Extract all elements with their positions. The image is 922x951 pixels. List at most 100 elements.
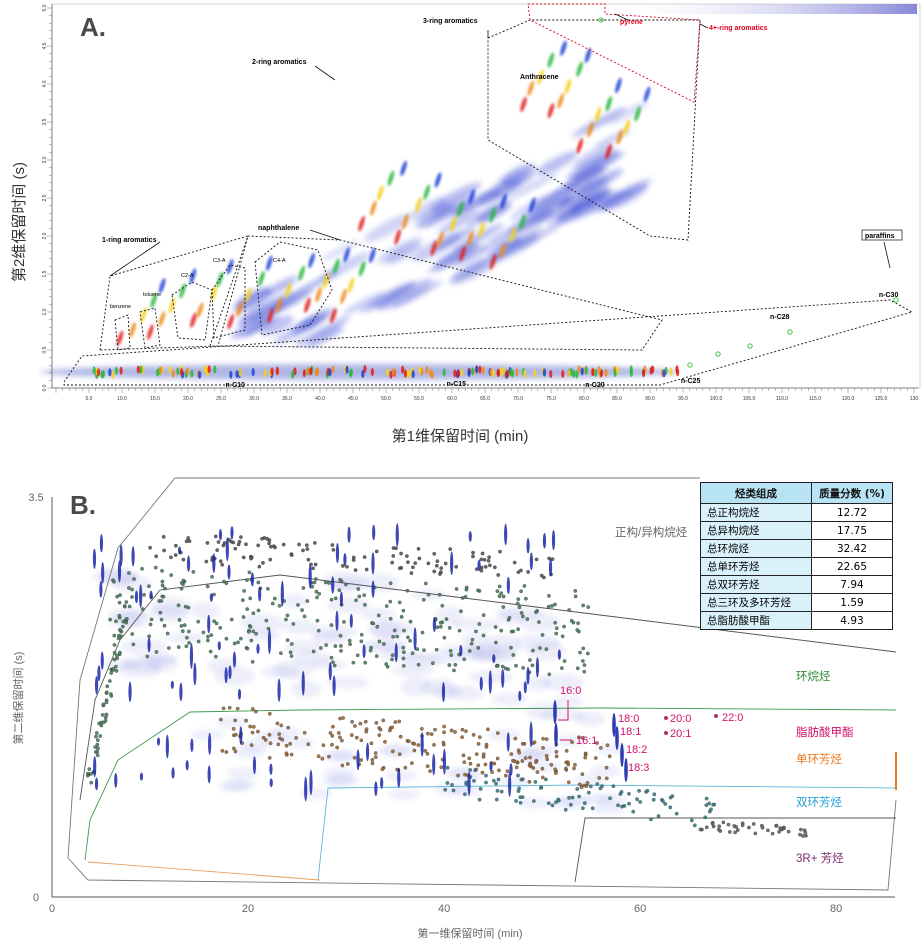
alkane-label: n-C15 bbox=[447, 381, 467, 388]
region-c3a bbox=[211, 264, 246, 339]
y-tick-label-a: 3.0 bbox=[42, 156, 48, 163]
y-tick-label-a: 0.5 bbox=[42, 346, 48, 353]
label-paraffins-b: 正构/异构烷烃 bbox=[615, 525, 688, 539]
table-header-name: 烃类组成 bbox=[700, 482, 812, 504]
x-tick-label-a: 55.0 bbox=[414, 396, 424, 402]
table-row: 总脂肪酸甲酯 4.93 bbox=[700, 611, 893, 630]
row-value: 4.93 bbox=[811, 611, 893, 630]
axes-a: 5.0 10.0 15.0 20.0 25.0 30.0 35.0 40.0 45.0 50.0 5… bbox=[42, 4, 918, 402]
chart-a: 3-ring aromatics pyrene 4+-ring aromatic… bbox=[10, 3, 921, 445]
row-value: 22.65 bbox=[811, 557, 893, 576]
x-tick-label-a: 105.0 bbox=[743, 396, 756, 402]
row-value: 17.75 bbox=[811, 521, 893, 540]
label-cycloalkanes: 环烷烃 bbox=[796, 669, 831, 683]
outline-cycloalkanes bbox=[84, 707, 897, 861]
x-tick-label-a: 45.0 bbox=[348, 396, 358, 402]
x-tick-label-a: 120.0 bbox=[842, 396, 855, 402]
fame-18-0: 18:0 bbox=[618, 713, 639, 725]
region-labels-b: 正构/异构烷烃 环烷烃 脂肪酸甲酯 单环芳烃 双环芳烃 3R+ 芳烃 bbox=[615, 525, 854, 865]
row-value: 7.94 bbox=[811, 575, 893, 594]
outline-bottom bbox=[67, 799, 897, 891]
region-paraffins bbox=[63, 299, 914, 386]
callout-lines-a bbox=[109, 13, 891, 277]
label-paraffins: paraffins bbox=[865, 233, 895, 240]
x-tick-label-a: 85.0 bbox=[612, 396, 622, 402]
table-row: 总异构烷烃 17.75 bbox=[700, 521, 893, 540]
x-axis-title-a: 第1维保留时间 (min) bbox=[392, 427, 529, 445]
label-pyrene: pyrene bbox=[620, 19, 643, 26]
y-tick-label-b: 3.5 bbox=[28, 492, 43, 504]
row-name: 总三环及多环芳烃 bbox=[700, 593, 812, 612]
panel-label-a: A. bbox=[80, 12, 106, 42]
y-tick-label-a: 2.0 bbox=[42, 232, 48, 239]
row-name: 总正构烷烃 bbox=[700, 503, 812, 522]
table-row: 总环烷烃 32.42 bbox=[700, 539, 893, 558]
region-toluene bbox=[139, 307, 161, 349]
table-row: 总正构烷烃 12.72 bbox=[700, 503, 893, 522]
region-4-ring bbox=[527, 3, 701, 103]
panel-b: 16:0 16:1 18:0 18:1 18:2 18:3 20:0 20:1 … bbox=[0, 470, 922, 946]
peak-layer-b bbox=[92, 523, 718, 802]
alkane-label: n-C28 bbox=[770, 314, 790, 321]
x-tick-label-b: 40 bbox=[438, 903, 450, 915]
x-tick-label-b: 20 bbox=[242, 903, 254, 915]
table-header-value: 质量分数 (%) bbox=[811, 482, 893, 504]
x-axis-title-b: 第一维保留时间 (min) bbox=[417, 926, 522, 940]
x-tick-label-a: 15.0 bbox=[150, 396, 160, 402]
x-tick-label-a: 65.0 bbox=[480, 396, 490, 402]
chart-b: 16:0 16:1 18:0 18:1 18:2 18:3 20:0 20:1 … bbox=[11, 477, 897, 940]
alkane-label: n-C20 bbox=[585, 382, 605, 389]
row-name: 总单环芳烃 bbox=[700, 557, 812, 576]
axes-b: 0 20 40 60 80 0 3.5 bbox=[28, 492, 895, 915]
alkane-label: n-C10 bbox=[226, 382, 246, 389]
row-name: 总异构烷烃 bbox=[700, 521, 812, 540]
y-tick-label-a: 2.5 bbox=[42, 194, 48, 201]
label-toluene: toluene bbox=[143, 292, 161, 298]
row-name: 总双环芳烃 bbox=[700, 575, 812, 594]
x-tick-label-a: 25.0 bbox=[216, 396, 226, 402]
top-band bbox=[605, 4, 917, 14]
label-mono-aromatics: 单环芳烃 bbox=[796, 752, 842, 766]
x-tick-label-b: 60 bbox=[634, 903, 646, 915]
y-axis-title-a: 第2维保留时间 (s) bbox=[10, 162, 28, 282]
y-tick-label-a: 0.0 bbox=[42, 384, 48, 391]
x-tick-label-a: 100.0 bbox=[710, 396, 723, 402]
y-axis-title-b: 第二维保留时间 (s) bbox=[11, 652, 25, 745]
table-header-row: 烃类组成 质量分数 (%) bbox=[700, 482, 893, 504]
fame-16-1: 16:1 bbox=[576, 735, 597, 747]
table-row: 总三环及多环芳烃 1.59 bbox=[700, 593, 893, 612]
region-benzene bbox=[114, 314, 131, 351]
x-tick-label-a: 35.0 bbox=[282, 396, 292, 402]
alkane-label: n-C30 bbox=[879, 292, 899, 299]
label-3-ring: 3-ring aromatics bbox=[423, 18, 478, 25]
region-outlines-b bbox=[67, 477, 897, 891]
y-tick-label-a: 4.0 bbox=[42, 80, 48, 87]
label-3r-aromatics: 3R+ 芳烃 bbox=[796, 851, 844, 865]
label-c3a: C3-A bbox=[213, 258, 226, 264]
fame-labels: 16:0 16:1 18:0 18:1 18:2 18:3 20:0 20:1 … bbox=[558, 685, 743, 774]
region-outlines-a bbox=[63, 3, 914, 386]
outline-diaromatics bbox=[317, 784, 897, 881]
x-tick-label-a: 125.0 bbox=[875, 396, 888, 402]
label-c4a: C4-A bbox=[273, 258, 286, 264]
x-tick-label-a: 30.0 bbox=[249, 396, 259, 402]
fame-22-0: 22:0 bbox=[722, 712, 743, 724]
y-tick-label-a: 3.5 bbox=[42, 118, 48, 125]
row-value: 32.42 bbox=[811, 539, 893, 558]
row-name: 总环烷烃 bbox=[700, 539, 812, 558]
fame-18-2: 18:2 bbox=[626, 744, 647, 756]
alkane-labels-a: n-C10 n-C15 n-C20 n-C25 n-C28 n-C30 bbox=[226, 292, 899, 389]
x-tick-label-a: 70.0 bbox=[513, 396, 523, 402]
outline-mono-base bbox=[87, 861, 321, 881]
x-tick-label-a: 10.0 bbox=[117, 396, 127, 402]
y-tick-label-b: 0 bbox=[33, 892, 39, 904]
peak-layer-a bbox=[92, 17, 899, 379]
table-row: 总单环芳烃 22.65 bbox=[700, 557, 893, 576]
label-di-aromatics: 双环芳烃 bbox=[796, 795, 842, 809]
row-name: 总脂肪酸甲酯 bbox=[700, 611, 812, 630]
region-labels-a: 3-ring aromatics pyrene 4+-ring aromatic… bbox=[102, 18, 903, 310]
outline-3r bbox=[574, 817, 896, 883]
row-value: 1.59 bbox=[811, 593, 893, 612]
outline-paraffins bbox=[79, 574, 897, 801]
label-fame: 脂肪酸甲酯 bbox=[796, 725, 854, 739]
